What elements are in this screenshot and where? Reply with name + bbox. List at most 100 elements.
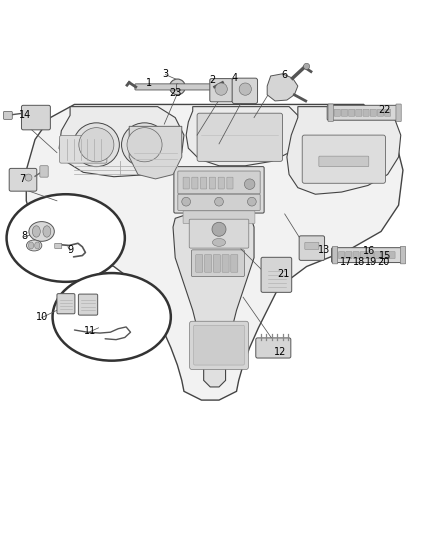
- FancyBboxPatch shape: [213, 255, 220, 272]
- Circle shape: [170, 79, 185, 95]
- FancyBboxPatch shape: [135, 84, 178, 90]
- FancyBboxPatch shape: [367, 252, 374, 259]
- Polygon shape: [26, 104, 403, 400]
- Ellipse shape: [28, 242, 34, 249]
- FancyBboxPatch shape: [231, 255, 238, 272]
- FancyBboxPatch shape: [222, 255, 229, 272]
- FancyBboxPatch shape: [370, 109, 376, 116]
- Polygon shape: [129, 126, 182, 179]
- FancyBboxPatch shape: [178, 171, 260, 194]
- Text: 21: 21: [278, 269, 290, 279]
- Ellipse shape: [29, 222, 54, 241]
- FancyBboxPatch shape: [299, 236, 325, 260]
- Circle shape: [25, 174, 32, 181]
- Ellipse shape: [27, 240, 42, 251]
- Polygon shape: [186, 107, 302, 166]
- Text: 9: 9: [67, 245, 73, 255]
- Ellipse shape: [212, 238, 226, 246]
- Circle shape: [182, 197, 191, 206]
- FancyBboxPatch shape: [256, 338, 291, 358]
- Circle shape: [215, 83, 227, 95]
- Text: 1: 1: [146, 77, 152, 87]
- FancyBboxPatch shape: [196, 255, 203, 272]
- FancyBboxPatch shape: [218, 177, 224, 189]
- FancyBboxPatch shape: [183, 177, 189, 189]
- FancyBboxPatch shape: [389, 252, 395, 259]
- FancyBboxPatch shape: [177, 84, 215, 90]
- FancyBboxPatch shape: [4, 111, 12, 119]
- FancyBboxPatch shape: [360, 252, 366, 259]
- FancyBboxPatch shape: [261, 257, 292, 292]
- FancyBboxPatch shape: [356, 109, 362, 116]
- FancyBboxPatch shape: [353, 252, 359, 259]
- Text: 6: 6: [282, 70, 288, 79]
- Polygon shape: [59, 107, 184, 177]
- Text: 4: 4: [231, 73, 237, 83]
- FancyBboxPatch shape: [319, 156, 369, 167]
- Ellipse shape: [7, 194, 125, 282]
- Text: 18: 18: [353, 257, 365, 267]
- Ellipse shape: [74, 123, 119, 167]
- FancyBboxPatch shape: [174, 167, 264, 213]
- Text: 12: 12: [274, 347, 286, 357]
- FancyBboxPatch shape: [305, 243, 319, 249]
- FancyBboxPatch shape: [178, 194, 260, 211]
- Ellipse shape: [53, 273, 171, 361]
- Text: 20: 20: [378, 257, 390, 267]
- FancyBboxPatch shape: [190, 321, 248, 369]
- Text: 22: 22: [378, 104, 391, 115]
- FancyBboxPatch shape: [205, 255, 212, 272]
- FancyBboxPatch shape: [385, 109, 391, 116]
- Circle shape: [212, 222, 226, 236]
- Circle shape: [247, 197, 256, 206]
- FancyBboxPatch shape: [349, 109, 355, 116]
- FancyBboxPatch shape: [21, 106, 50, 130]
- Text: 15: 15: [379, 251, 392, 261]
- FancyBboxPatch shape: [332, 246, 338, 264]
- Text: 7: 7: [19, 174, 25, 184]
- Ellipse shape: [35, 242, 40, 249]
- FancyBboxPatch shape: [209, 177, 215, 189]
- FancyBboxPatch shape: [227, 177, 233, 189]
- FancyBboxPatch shape: [194, 325, 244, 365]
- FancyBboxPatch shape: [327, 106, 398, 120]
- FancyBboxPatch shape: [382, 252, 388, 259]
- FancyBboxPatch shape: [334, 109, 340, 116]
- FancyBboxPatch shape: [232, 78, 258, 103]
- Text: 2: 2: [209, 75, 215, 85]
- Circle shape: [239, 83, 251, 95]
- Ellipse shape: [127, 128, 162, 162]
- FancyBboxPatch shape: [60, 135, 107, 163]
- FancyBboxPatch shape: [9, 168, 37, 191]
- Ellipse shape: [79, 128, 114, 162]
- FancyBboxPatch shape: [400, 246, 406, 264]
- FancyBboxPatch shape: [341, 109, 347, 116]
- FancyBboxPatch shape: [210, 78, 233, 102]
- Ellipse shape: [43, 226, 51, 237]
- Circle shape: [244, 179, 255, 189]
- Ellipse shape: [32, 226, 40, 237]
- Text: 11: 11: [84, 326, 96, 336]
- FancyBboxPatch shape: [378, 109, 384, 116]
- FancyBboxPatch shape: [197, 113, 283, 161]
- Text: 8: 8: [21, 231, 27, 241]
- FancyBboxPatch shape: [183, 211, 255, 223]
- FancyBboxPatch shape: [396, 104, 401, 122]
- Text: 14: 14: [19, 110, 32, 120]
- FancyBboxPatch shape: [302, 135, 385, 183]
- FancyBboxPatch shape: [78, 294, 98, 315]
- FancyBboxPatch shape: [55, 243, 62, 248]
- FancyBboxPatch shape: [328, 104, 333, 122]
- Text: 17: 17: [340, 257, 352, 267]
- FancyBboxPatch shape: [192, 177, 198, 189]
- FancyBboxPatch shape: [339, 252, 345, 259]
- Circle shape: [215, 197, 223, 206]
- Polygon shape: [287, 107, 401, 194]
- Polygon shape: [267, 74, 298, 101]
- Text: 16: 16: [363, 246, 375, 256]
- FancyBboxPatch shape: [332, 248, 402, 263]
- Circle shape: [304, 63, 310, 69]
- FancyBboxPatch shape: [374, 252, 381, 259]
- Text: 23: 23: [169, 88, 181, 99]
- FancyBboxPatch shape: [189, 219, 249, 248]
